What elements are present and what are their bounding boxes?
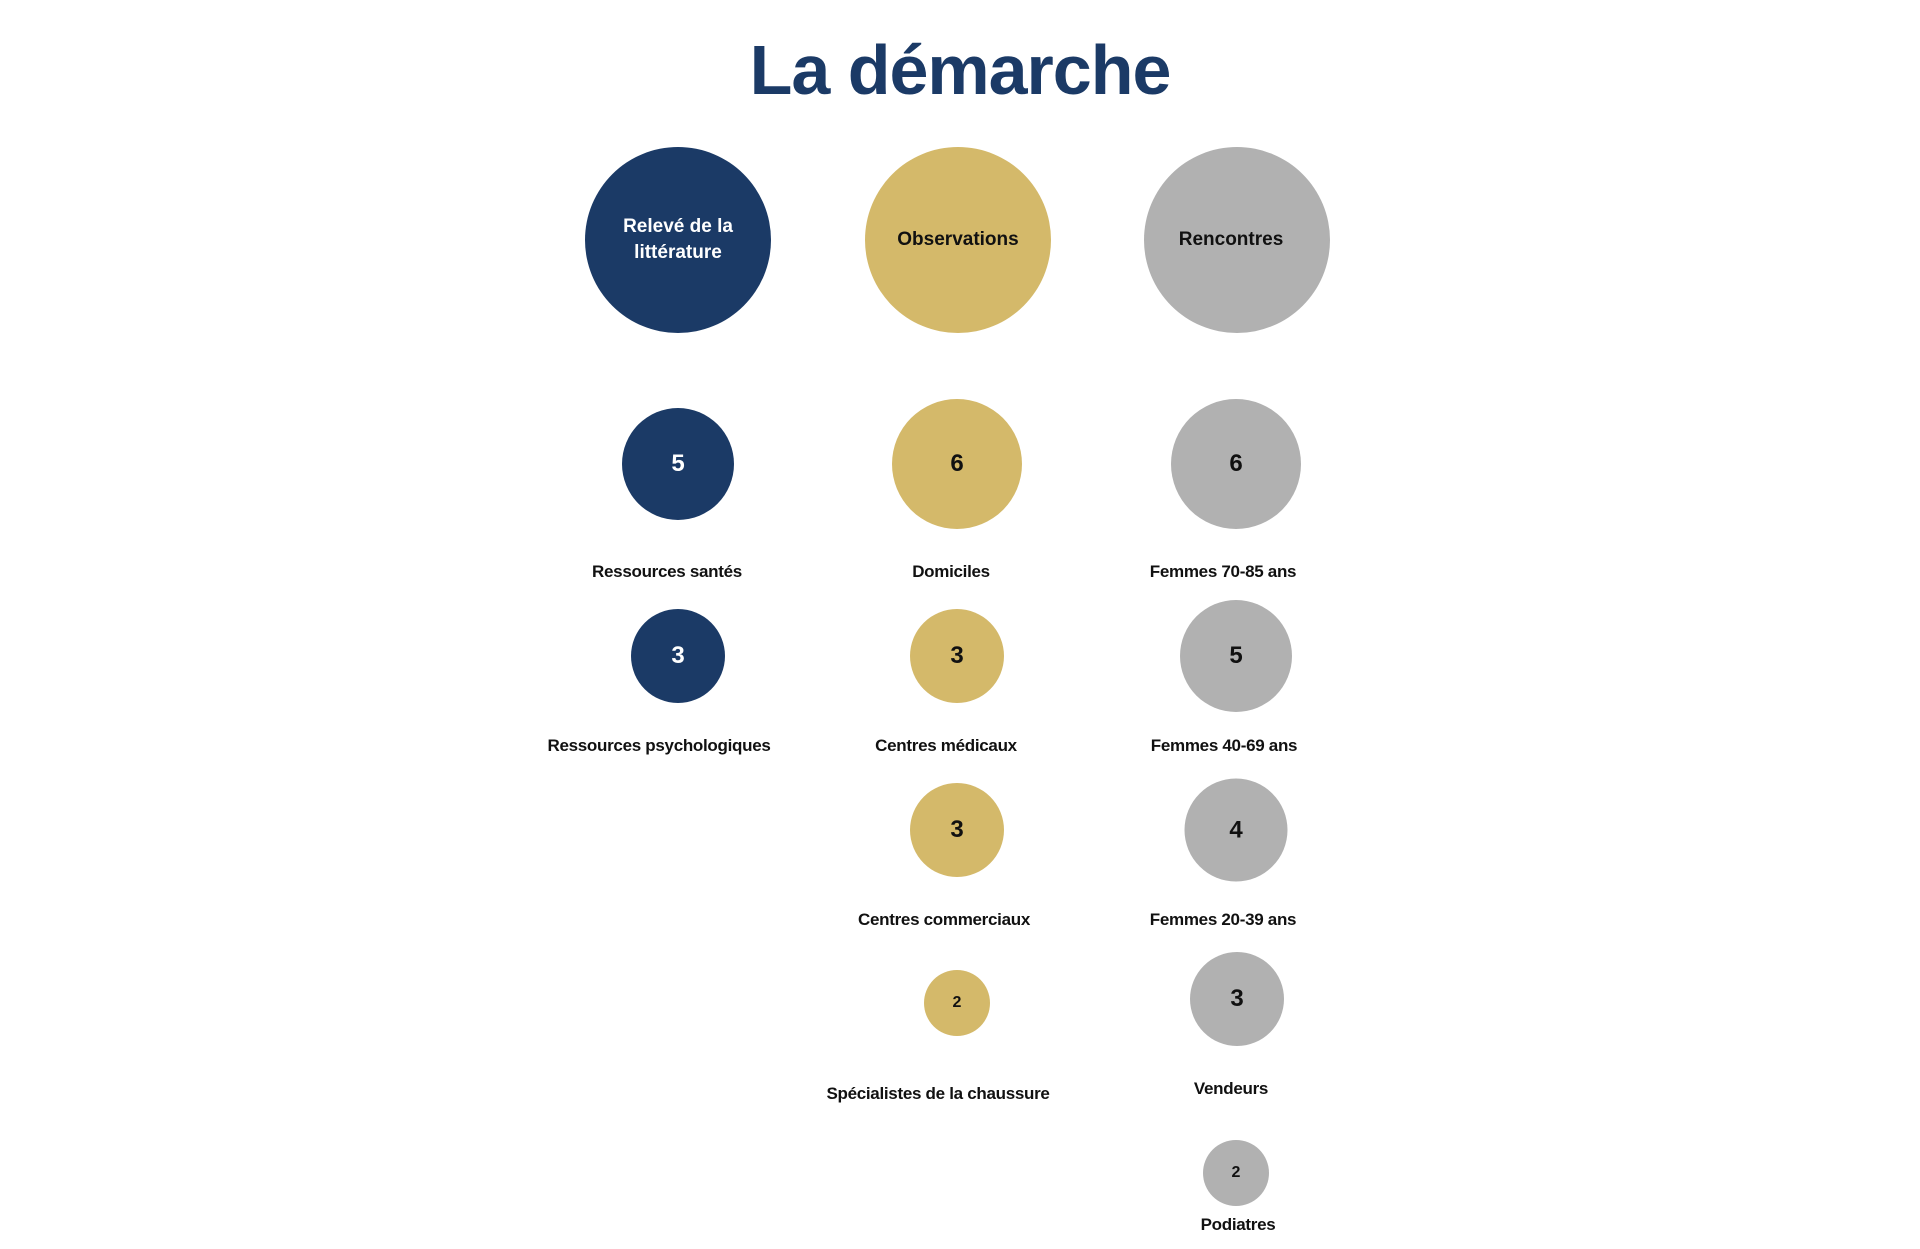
item-label: Domiciles <box>912 562 990 581</box>
value: 6 <box>950 450 964 477</box>
value-circle: 3 <box>910 609 1004 703</box>
item-label: Ressources santés <box>592 562 742 581</box>
value-circle: 3 <box>910 783 1004 877</box>
value-circle: 4 <box>1184 778 1288 882</box>
item-label: Ressources psychologiques <box>547 736 771 755</box>
observations-heading-circle: Observations <box>865 147 1051 333</box>
observations-heading: Observations <box>897 229 1019 250</box>
value: 6 <box>1229 450 1243 477</box>
item-label: Femmes 20-39 ans <box>1149 910 1297 929</box>
value: 4 <box>1229 816 1243 843</box>
meetings-heading-circle: Rencontres <box>1144 147 1330 333</box>
page-title: La démarche <box>749 31 1172 109</box>
value-circle: 3 <box>1190 952 1284 1046</box>
literature-heading: Relevé de la littérature <box>623 216 733 263</box>
value: 5 <box>671 450 685 477</box>
value-circle: 5 <box>622 408 734 520</box>
item-label: Podiatres <box>1200 1215 1276 1234</box>
value-circle: 2 <box>1203 1140 1269 1206</box>
item-label: Femmes 70-85 ans <box>1149 562 1297 581</box>
value-circle: 2 <box>924 970 990 1036</box>
item-label: Centres commerciaux <box>858 910 1030 929</box>
value: 2 <box>952 994 962 1011</box>
value-circle: 6 <box>892 399 1022 529</box>
item-label: Vendeurs <box>1193 1079 1269 1098</box>
value: 3 <box>671 642 685 669</box>
item-label: Spécialistes de la chaussure <box>826 1084 1050 1103</box>
item-label: Centres médicaux <box>875 736 1017 755</box>
value-circle: 5 <box>1180 600 1292 712</box>
literature-heading-circle: Relevé de la littérature <box>585 147 771 333</box>
value: 5 <box>1229 642 1243 669</box>
value: 3 <box>1230 985 1244 1012</box>
item-label: Femmes 40-69 ans <box>1150 736 1298 755</box>
value: 3 <box>950 816 964 843</box>
value: 2 <box>1231 1164 1241 1181</box>
value-circle: 6 <box>1171 399 1301 529</box>
meetings-heading: Rencontres <box>1178 229 1284 250</box>
value-circle: 3 <box>631 609 725 703</box>
value: 3 <box>950 642 964 669</box>
